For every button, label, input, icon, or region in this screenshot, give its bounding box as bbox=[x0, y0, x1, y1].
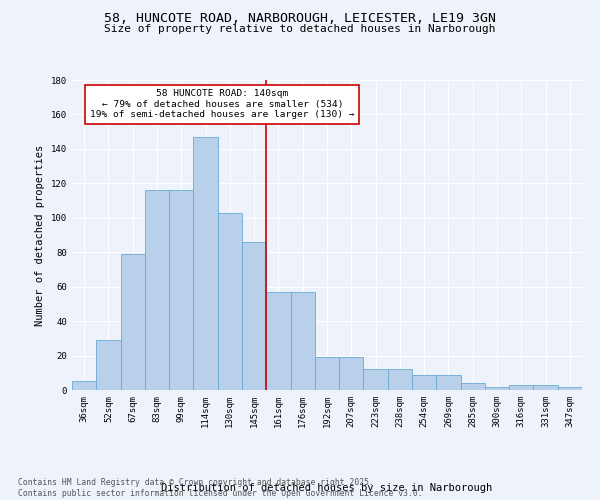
Bar bbox=[339, 358, 364, 390]
Bar bbox=[388, 370, 412, 390]
Text: Contains HM Land Registry data © Crown copyright and database right 2025.
Contai: Contains HM Land Registry data © Crown c… bbox=[18, 478, 422, 498]
Bar bbox=[436, 374, 461, 390]
Bar bbox=[169, 190, 193, 390]
Text: 58, HUNCOTE ROAD, NARBOROUGH, LEICESTER, LE19 3GN: 58, HUNCOTE ROAD, NARBOROUGH, LEICESTER,… bbox=[104, 12, 496, 26]
Bar bbox=[266, 292, 290, 390]
X-axis label: Distribution of detached houses by size in Narborough: Distribution of detached houses by size … bbox=[161, 482, 493, 492]
Bar bbox=[193, 137, 218, 390]
Bar bbox=[121, 254, 145, 390]
Bar bbox=[558, 386, 582, 390]
Bar bbox=[96, 340, 121, 390]
Bar bbox=[290, 292, 315, 390]
Bar bbox=[509, 385, 533, 390]
Bar bbox=[485, 386, 509, 390]
Bar bbox=[242, 242, 266, 390]
Bar bbox=[72, 382, 96, 390]
Bar bbox=[315, 358, 339, 390]
Bar bbox=[364, 370, 388, 390]
Bar bbox=[412, 374, 436, 390]
Text: 58 HUNCOTE ROAD: 140sqm
← 79% of detached houses are smaller (534)
19% of semi-d: 58 HUNCOTE ROAD: 140sqm ← 79% of detache… bbox=[90, 90, 355, 119]
Text: Size of property relative to detached houses in Narborough: Size of property relative to detached ho… bbox=[104, 24, 496, 34]
Bar bbox=[145, 190, 169, 390]
Bar bbox=[533, 385, 558, 390]
Bar bbox=[461, 383, 485, 390]
Bar bbox=[218, 212, 242, 390]
Y-axis label: Number of detached properties: Number of detached properties bbox=[35, 144, 46, 326]
